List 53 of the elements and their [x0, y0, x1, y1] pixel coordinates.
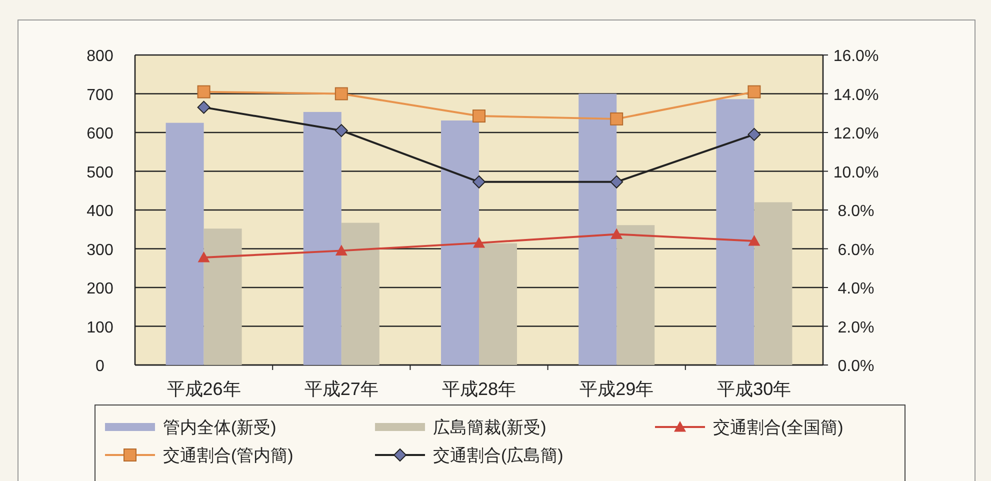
- y2-tick-label: 0.0%: [838, 358, 874, 375]
- point: [748, 235, 760, 246]
- legend-label: 広島簡裁(新受): [433, 418, 546, 437]
- point: [610, 228, 623, 240]
- point: [748, 85, 761, 98]
- y2-tick-label: 4.0%: [838, 280, 874, 298]
- y2-tick-label: 2.0%: [838, 319, 874, 336]
- bar: [303, 112, 342, 365]
- point: [472, 175, 486, 188]
- x-tick-label: 平成27年: [304, 379, 378, 399]
- x-tick-label: 平成30年: [717, 379, 792, 399]
- legend-label: 交通割合(広島簡): [433, 446, 564, 465]
- point: [748, 128, 761, 141]
- x-tick-label: 平成29年: [580, 379, 654, 399]
- x-tick-label: 平成26年: [166, 379, 241, 399]
- bar: [441, 120, 479, 365]
- y2-tick-label: 8.0%: [838, 203, 874, 220]
- point: [472, 110, 486, 123]
- point: [610, 175, 624, 188]
- bar: [716, 99, 754, 365]
- bar: [166, 122, 204, 365]
- bar: [479, 243, 517, 365]
- y-tick-label: 0: [96, 358, 105, 375]
- point: [473, 236, 485, 248]
- point: [334, 124, 348, 138]
- legend-label: 管内全体(新受): [163, 418, 276, 437]
- bar: [204, 228, 242, 365]
- bar: [754, 202, 792, 365]
- y-tick-label: 300: [86, 242, 114, 259]
- point: [197, 100, 210, 114]
- y2-tick-label: 16.0%: [833, 48, 879, 65]
- y-tick-label: 600: [86, 126, 114, 142]
- y2-tick-label: 14.0%: [833, 86, 879, 104]
- point: [198, 251, 210, 262]
- point: [197, 85, 210, 98]
- y2-tick-label: 10.0%: [833, 164, 879, 182]
- y2-tick-label: 12.0%: [833, 126, 879, 142]
- y-tick-label: 800: [86, 48, 114, 65]
- y-tick-label: 100: [86, 319, 114, 336]
- bar: [341, 222, 380, 365]
- legend-label: 交通割合(全国簡): [713, 418, 844, 437]
- point: [335, 244, 348, 256]
- y-tick-label: 700: [86, 86, 114, 104]
- y2-tick-label: 6.0%: [838, 242, 874, 259]
- legend-label: 交通割合(管内簡): [163, 446, 294, 465]
- x-tick-label: 平成28年: [442, 379, 516, 399]
- point: [334, 87, 348, 100]
- bar: [616, 225, 655, 365]
- y-tick-label: 400: [86, 203, 114, 220]
- y-tick-label: 500: [86, 164, 114, 182]
- point: [610, 112, 624, 126]
- bar: [578, 94, 617, 365]
- y-tick-label: 200: [86, 280, 114, 298]
